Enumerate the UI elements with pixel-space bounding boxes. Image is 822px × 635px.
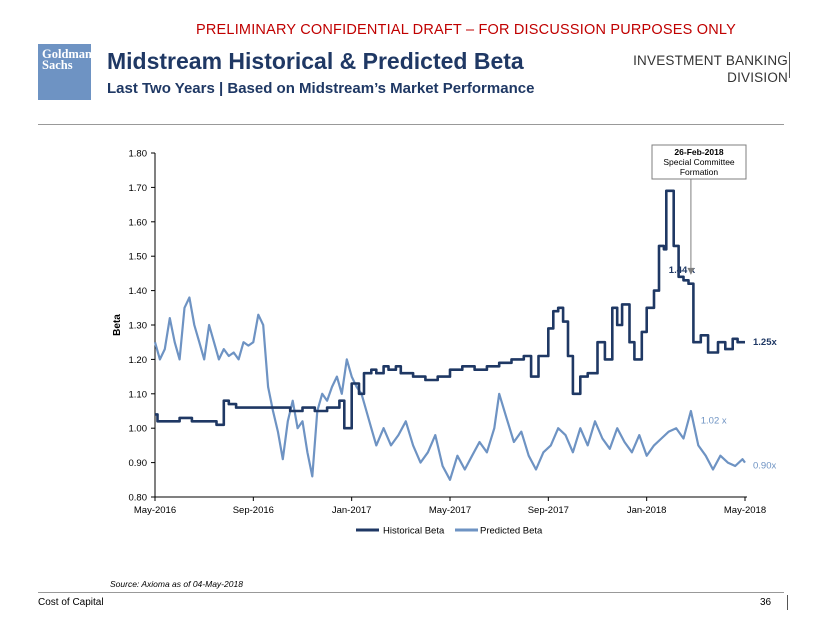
annotation-historical-latest: 1.25x: [753, 337, 777, 348]
logo-line-2: Sachs: [42, 58, 73, 72]
page-title: Midstream Historical & Predicted Beta: [107, 48, 524, 74]
y-tick-label: 0.80: [129, 493, 148, 504]
header-rule: [38, 124, 784, 125]
x-tick-label: Sep-2017: [528, 505, 569, 516]
y-tick-label: 1.60: [129, 217, 148, 228]
x-tick-label: Jan-2017: [332, 505, 372, 516]
x-tick-label: Sep-2016: [233, 505, 274, 516]
y-tick-label: 1.30: [129, 321, 148, 332]
confidential-banner: PRELIMINARY CONFIDENTIAL DRAFT – FOR DIS…: [196, 22, 736, 38]
y-axis-label: Beta: [112, 314, 123, 336]
x-tick-label: May-2018: [724, 505, 766, 516]
historical-beta-line: [155, 189, 745, 430]
division-divider: [789, 52, 790, 78]
callout-line-1: Special Committee: [663, 157, 735, 167]
annotation-predicted-latest: 0.90x: [753, 461, 776, 472]
logo-line-1: Goldman: [42, 47, 93, 61]
callout-box: [651, 144, 747, 180]
y-tick-label: 1.00: [129, 424, 148, 435]
y-tick-label: 1.10: [129, 389, 148, 400]
division-line-1: INVESTMENT BANKING: [633, 53, 788, 68]
footer-divider: [787, 595, 788, 610]
y-tick-label: 1.70: [129, 183, 148, 194]
source-note: Source: Axioma as of 04-May-2018: [110, 579, 243, 589]
y-tick-label: 1.20: [129, 355, 148, 366]
division-line-2: DIVISION: [727, 70, 788, 85]
goldman-sachs-logo: Goldman Sachs: [38, 44, 93, 100]
predicted-beta-line: [153, 296, 746, 481]
callout-line-2: Formation: [680, 167, 719, 177]
division-label: INVESTMENT BANKING DIVISION: [633, 52, 788, 86]
page-subtitle: Last Two Years | Based on Midstream’s Ma…: [107, 80, 535, 97]
y-tick-label: 1.50: [129, 252, 148, 263]
y-tick-label: 0.90: [129, 458, 148, 469]
y-tick-label: 1.40: [129, 286, 148, 297]
footer-rule: [38, 592, 784, 593]
x-tick-label: May-2017: [429, 505, 471, 516]
callout-arrowhead: [687, 267, 695, 275]
footer-section-name: Cost of Capital: [38, 597, 104, 608]
page-number: 36: [760, 597, 772, 608]
annotation-predicted-event: 1.02 x: [701, 415, 727, 426]
beta-chart: 0.80 0.90 1.00 1.10 1.20 1.30 1.40 1.50 1.60 1.70…: [112, 144, 777, 537]
callout-date: 26-Feb-2018: [674, 147, 723, 157]
legend-label-historical: Historical Beta: [383, 526, 445, 537]
annotation-historical-peak: 1.44 x: [669, 265, 696, 276]
x-tick-label: Jan-2018: [627, 505, 667, 516]
y-tick-label: 1.80: [129, 149, 148, 160]
legend-label-predicted: Predicted Beta: [480, 526, 543, 537]
x-tick-label: May-2016: [134, 505, 176, 516]
